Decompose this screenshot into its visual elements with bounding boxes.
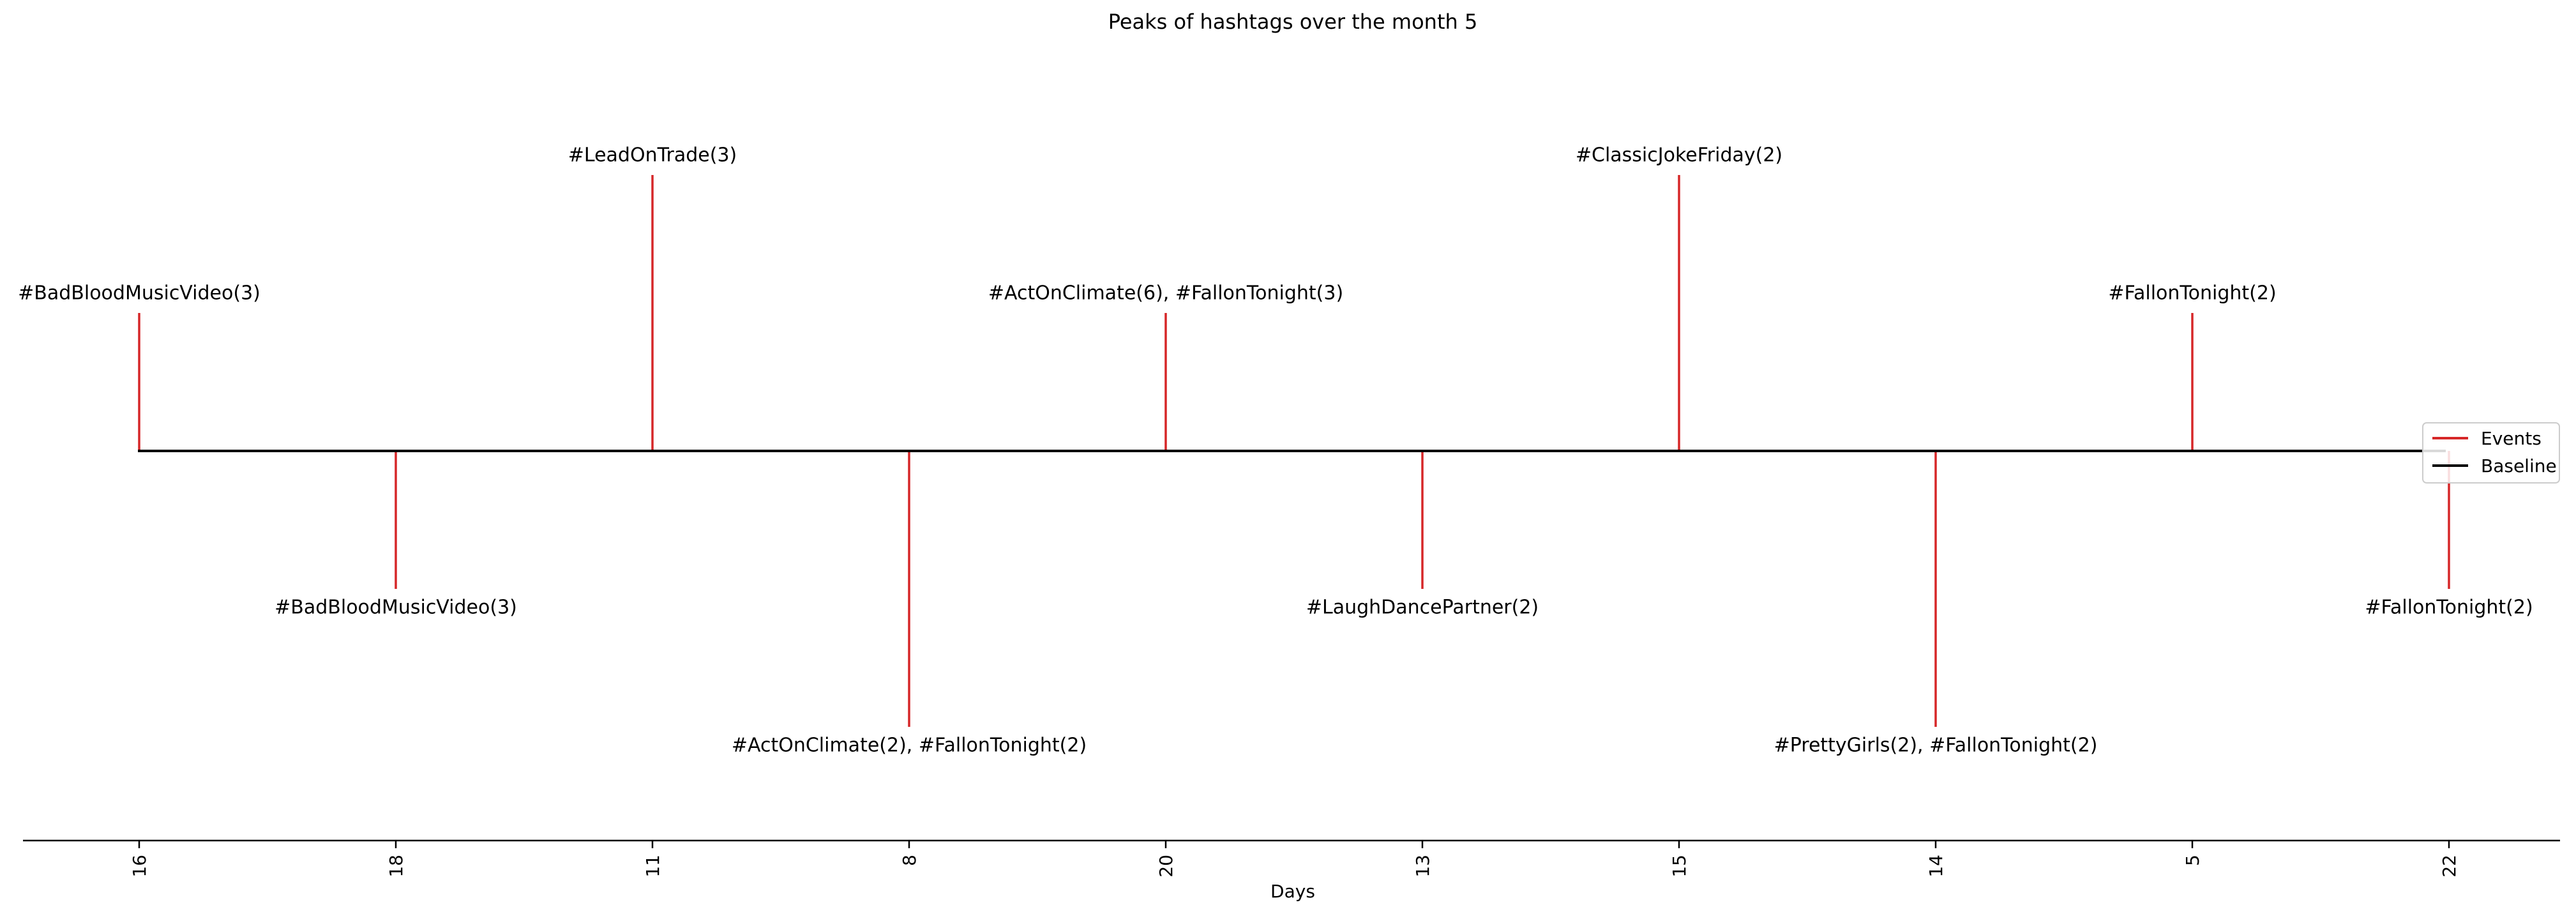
legend-label-baseline: Baseline — [2481, 455, 2557, 476]
event-label: #ActOnClimate(2), #FallonTonight(2) — [732, 735, 1087, 757]
x-axis-ticks: 16 18 11 8 20 13 15 14 5 22 — [129, 841, 2460, 878]
x-tick-label: 20 — [1156, 855, 1177, 878]
x-tick-label: 22 — [2439, 855, 2460, 878]
event-label: #ClassicJokeFriday(2) — [1576, 144, 1782, 167]
x-tick-label: 14 — [1925, 855, 1947, 878]
x-tick-label: 8 — [899, 855, 920, 866]
x-tick-label: 18 — [386, 855, 407, 878]
chart-title: Peaks of hashtags over the month 5 — [1108, 10, 1478, 34]
event-label: #PrettyGirls(2), #FallonTonight(2) — [1774, 735, 2098, 757]
event-label: #FallonTonight(2) — [2108, 282, 2276, 305]
x-tick-label: 5 — [2182, 855, 2203, 866]
x-axis-label: Days — [1270, 881, 1315, 902]
event-label: #FallonTonight(2) — [2365, 597, 2533, 619]
event-label: #BadBloodMusicVideo(3) — [275, 597, 517, 619]
legend: Events Baseline — [2422, 422, 2560, 484]
event-label: #ActOnClimate(6), #FallonTonight(3) — [988, 282, 1343, 305]
events-layer: #BadBloodMusicVideo(3) #BadBloodMusicVide… — [18, 144, 2533, 757]
x-tick-label: 11 — [642, 855, 663, 878]
event-label: #LeadOnTrade(3) — [568, 144, 737, 167]
x-tick-label: 16 — [129, 855, 150, 878]
legend-label-events: Events — [2481, 428, 2542, 449]
event-label: #BadBloodMusicVideo(3) — [18, 282, 260, 305]
event-label: #LaughDancePartner(2) — [1306, 597, 1539, 619]
x-tick-label: 13 — [1412, 855, 1433, 878]
x-tick-label: 15 — [1669, 855, 1690, 878]
